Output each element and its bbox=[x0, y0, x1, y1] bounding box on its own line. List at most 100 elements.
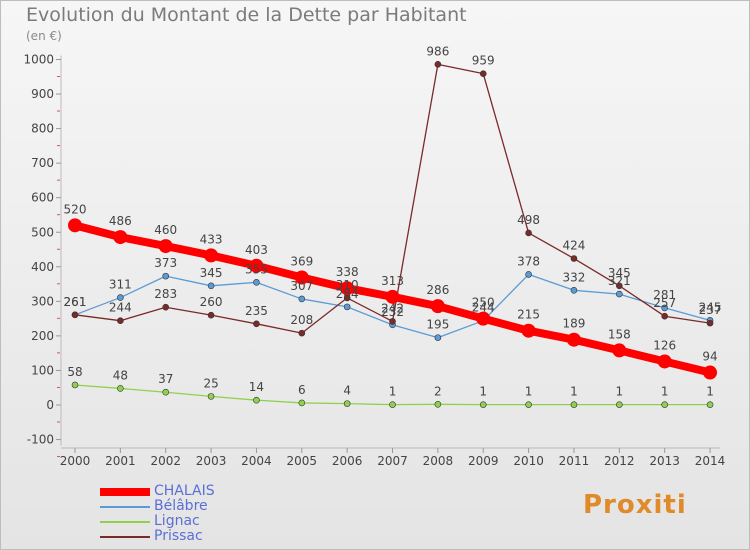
x-tick-label: 2003 bbox=[196, 454, 227, 468]
y-tick-label: 900 bbox=[31, 87, 54, 101]
data-point bbox=[71, 381, 79, 389]
data-label: 986 bbox=[426, 44, 449, 58]
data-point bbox=[253, 279, 260, 286]
data-point bbox=[521, 323, 536, 338]
data-label: 311 bbox=[109, 278, 132, 292]
data-point bbox=[298, 329, 306, 337]
data-label: 1 bbox=[389, 385, 397, 399]
data-label: 235 bbox=[245, 304, 268, 318]
data-point bbox=[430, 299, 445, 314]
data-point bbox=[385, 289, 400, 304]
data-label: 313 bbox=[381, 274, 404, 288]
y-tick-label: 400 bbox=[31, 260, 54, 274]
legend-swatch bbox=[100, 536, 150, 538]
data-point bbox=[117, 317, 124, 324]
x-tick-label: 2009 bbox=[468, 454, 499, 468]
data-label: 959 bbox=[472, 54, 495, 68]
data-label: 260 bbox=[200, 295, 223, 309]
data-point bbox=[525, 401, 532, 408]
data-label: 1 bbox=[706, 385, 714, 399]
data-label: 189 bbox=[563, 317, 586, 331]
data-label: 284 bbox=[336, 287, 359, 301]
data-point bbox=[476, 311, 491, 326]
data-label: 332 bbox=[563, 270, 586, 284]
data-label: 498 bbox=[517, 213, 540, 227]
data-point bbox=[616, 282, 623, 290]
y-tick-label: 200 bbox=[31, 329, 54, 343]
data-label: 486 bbox=[109, 214, 132, 228]
x-tick-label: 2010 bbox=[513, 454, 544, 468]
data-point bbox=[298, 295, 306, 303]
data-label: 1 bbox=[615, 385, 623, 399]
data-point bbox=[525, 271, 532, 278]
data-label: 286 bbox=[426, 283, 449, 297]
y-tick-label: 600 bbox=[31, 191, 54, 205]
chart-unit: (en €) bbox=[26, 29, 62, 43]
data-point bbox=[570, 286, 578, 294]
data-label: 94 bbox=[702, 350, 717, 364]
data-point bbox=[616, 290, 623, 298]
data-point bbox=[479, 70, 487, 77]
data-point bbox=[616, 401, 623, 408]
logo-text: Proxiti bbox=[583, 490, 687, 520]
data-label: 215 bbox=[517, 308, 540, 322]
data-label: 338 bbox=[336, 265, 359, 279]
y-tick-label: 1000 bbox=[23, 53, 54, 67]
data-point bbox=[389, 318, 396, 325]
data-point bbox=[434, 61, 442, 68]
data-point bbox=[706, 401, 714, 408]
data-label: 245 bbox=[699, 300, 722, 314]
data-label: 37 bbox=[158, 372, 173, 386]
data-point bbox=[612, 343, 627, 358]
legend-swatch bbox=[100, 506, 150, 508]
data-point bbox=[566, 332, 581, 347]
legend-swatch bbox=[100, 521, 150, 523]
data-label: 48 bbox=[113, 368, 128, 382]
data-label: 261 bbox=[64, 295, 87, 309]
data-point bbox=[162, 272, 170, 280]
data-label: 158 bbox=[608, 327, 631, 341]
data-point bbox=[117, 294, 124, 301]
data-point bbox=[706, 319, 714, 327]
data-label: 58 bbox=[67, 365, 82, 379]
y-tick-label: 100 bbox=[31, 363, 54, 377]
data-point bbox=[298, 399, 306, 407]
x-tick-label: 2006 bbox=[332, 454, 363, 468]
x-tick-label: 2014 bbox=[695, 454, 726, 468]
data-point bbox=[204, 248, 219, 263]
data-label: 2 bbox=[434, 384, 442, 398]
legend-label: CHALAIS bbox=[154, 483, 215, 499]
x-tick-label: 2001 bbox=[105, 454, 136, 468]
data-label: 520 bbox=[64, 202, 87, 216]
data-point bbox=[253, 396, 260, 404]
data-label: 1 bbox=[570, 385, 578, 399]
data-label: 232 bbox=[381, 305, 404, 319]
legend-swatch bbox=[100, 488, 150, 496]
data-point bbox=[207, 393, 215, 400]
data-label: 310 bbox=[336, 278, 359, 292]
data-label: 1 bbox=[479, 385, 487, 399]
data-label: 261 bbox=[64, 295, 87, 309]
y-tick-label: 300 bbox=[31, 294, 54, 308]
data-label: 283 bbox=[154, 287, 177, 301]
legend-label: Bélâbre bbox=[154, 498, 208, 514]
data-point bbox=[657, 354, 672, 369]
x-tick-label: 2004 bbox=[241, 454, 272, 468]
data-point bbox=[249, 258, 264, 273]
data-point bbox=[661, 312, 668, 320]
data-label: 25 bbox=[203, 376, 218, 390]
data-label: 237 bbox=[699, 303, 722, 317]
data-label: 345 bbox=[608, 266, 631, 280]
data-label: 4 bbox=[343, 384, 351, 398]
data-label: 6 bbox=[298, 383, 306, 397]
data-point bbox=[162, 388, 170, 396]
y-tick-label: 800 bbox=[31, 122, 54, 136]
data-point bbox=[570, 401, 578, 408]
x-tick-label: 2005 bbox=[287, 454, 318, 468]
data-point bbox=[525, 229, 532, 237]
data-point bbox=[158, 239, 173, 254]
data-label: 307 bbox=[290, 279, 313, 293]
data-label: 1 bbox=[525, 385, 533, 399]
data-label: 281 bbox=[653, 288, 676, 302]
